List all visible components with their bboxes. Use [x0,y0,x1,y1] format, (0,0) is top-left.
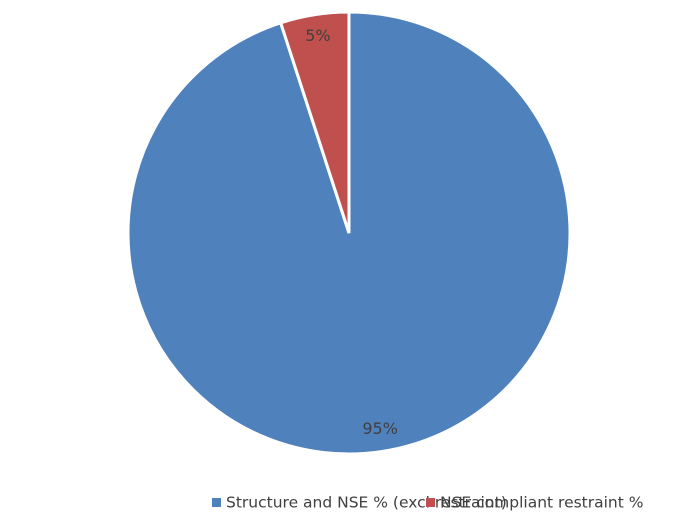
legend-label: NSE compliant restraint % [440,494,644,512]
data-label: 95% [362,419,398,438]
legend-swatch [426,498,435,507]
pie-slice [278,10,351,234]
legend-label: Structure and NSE % (excl restraint) [226,494,507,512]
data-label: 5% [305,26,330,45]
legend-swatch [212,498,221,507]
